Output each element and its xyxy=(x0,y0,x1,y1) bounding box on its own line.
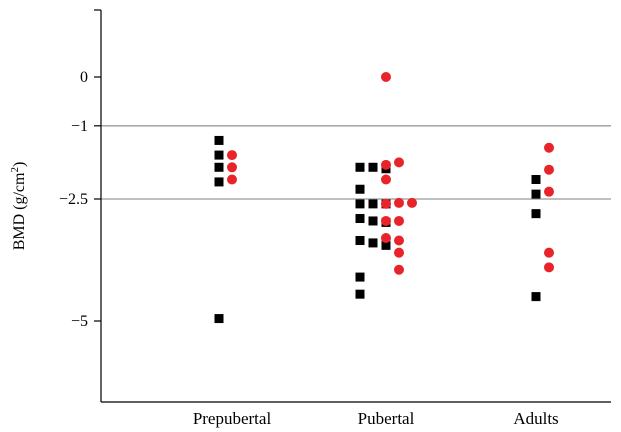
square-marker xyxy=(355,199,365,209)
circle-marker xyxy=(544,262,554,273)
square-marker xyxy=(531,174,541,184)
y-axis-title-close: ) xyxy=(11,162,28,167)
x-category-label: Prepubertal xyxy=(193,409,272,428)
square-marker xyxy=(214,150,224,160)
circle-marker xyxy=(381,174,391,185)
square-marker xyxy=(214,135,224,145)
square-marker xyxy=(381,240,391,250)
circle-marker xyxy=(544,186,554,197)
circle-marker xyxy=(394,235,404,246)
circle-marker xyxy=(407,197,417,208)
data-points xyxy=(214,72,554,324)
circle-marker xyxy=(394,157,404,168)
y-ticks: 0 −1 −2.5 −5 xyxy=(59,69,101,330)
circle-marker xyxy=(544,164,554,175)
y-axis-title: BMD (g/cm2) xyxy=(9,162,28,251)
square-marker xyxy=(368,162,378,172)
square-marker xyxy=(531,292,541,302)
y-tick-label: −5 xyxy=(71,313,88,330)
y-axis-title-superscript: 2 xyxy=(9,167,21,173)
square-marker xyxy=(531,209,541,219)
x-category-labels: Prepubertal Pubertal Adults xyxy=(193,409,559,428)
y-axis-title-text: BMD (g/cm xyxy=(11,172,28,250)
square-marker xyxy=(355,235,365,245)
y-tick-label: −2.5 xyxy=(59,191,88,208)
square-marker xyxy=(214,177,224,187)
square-marker xyxy=(214,162,224,172)
circle-marker xyxy=(394,264,404,275)
square-marker xyxy=(368,238,378,248)
circle-marker xyxy=(381,159,391,170)
square-marker xyxy=(355,289,365,299)
x-category-label: Adults xyxy=(513,409,558,428)
x-category-label: Pubertal xyxy=(358,409,415,428)
circle-marker xyxy=(381,233,391,244)
circle-marker xyxy=(381,215,391,226)
square-marker xyxy=(368,199,378,209)
circle-marker xyxy=(227,150,237,161)
circle-marker xyxy=(381,198,391,209)
square-marker xyxy=(368,216,378,226)
y-tick-label: 0 xyxy=(80,69,88,86)
circle-marker xyxy=(394,215,404,226)
square-marker xyxy=(355,162,365,172)
reference-lines xyxy=(101,125,611,200)
y-tick-label: −1 xyxy=(71,118,88,135)
square-marker xyxy=(355,184,365,194)
square-marker xyxy=(355,214,365,224)
circle-marker xyxy=(544,142,554,153)
circle-marker xyxy=(227,174,237,185)
circle-marker xyxy=(227,162,237,173)
circle-marker xyxy=(394,247,404,258)
circle-marker xyxy=(381,72,391,82)
circle-marker xyxy=(544,247,554,258)
square-marker xyxy=(531,189,541,199)
square-marker xyxy=(355,272,365,282)
square-marker xyxy=(214,314,224,324)
circle-marker xyxy=(394,197,404,208)
